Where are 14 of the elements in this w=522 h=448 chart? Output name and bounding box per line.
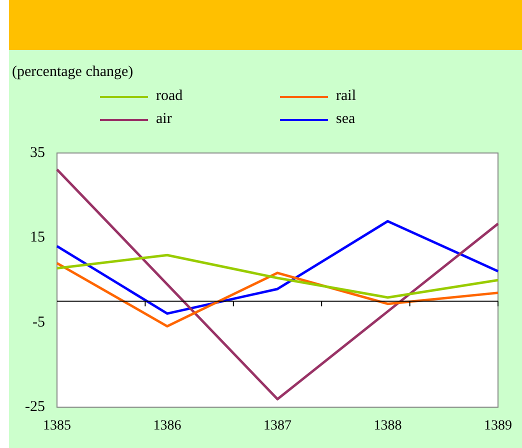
x-tick-label: 1385 [42,418,71,434]
y-tick-label: -5 [32,314,45,330]
y-tick-label: 35 [30,144,45,161]
legend-label: sea [336,111,356,128]
x-tick-label: 1388 [374,418,402,434]
y-tick-label: -25 [24,399,45,416]
legend-label: air [156,111,172,128]
x-tick-label: 1386 [153,418,182,434]
y-axis-title: (percentage change) [12,64,134,81]
legend-label: road [156,88,183,105]
x-tick-label: 1389 [484,418,512,434]
legend-label: rail [336,88,356,105]
y-tick-label: 15 [30,230,45,246]
x-tick-label: 1387 [264,418,292,434]
